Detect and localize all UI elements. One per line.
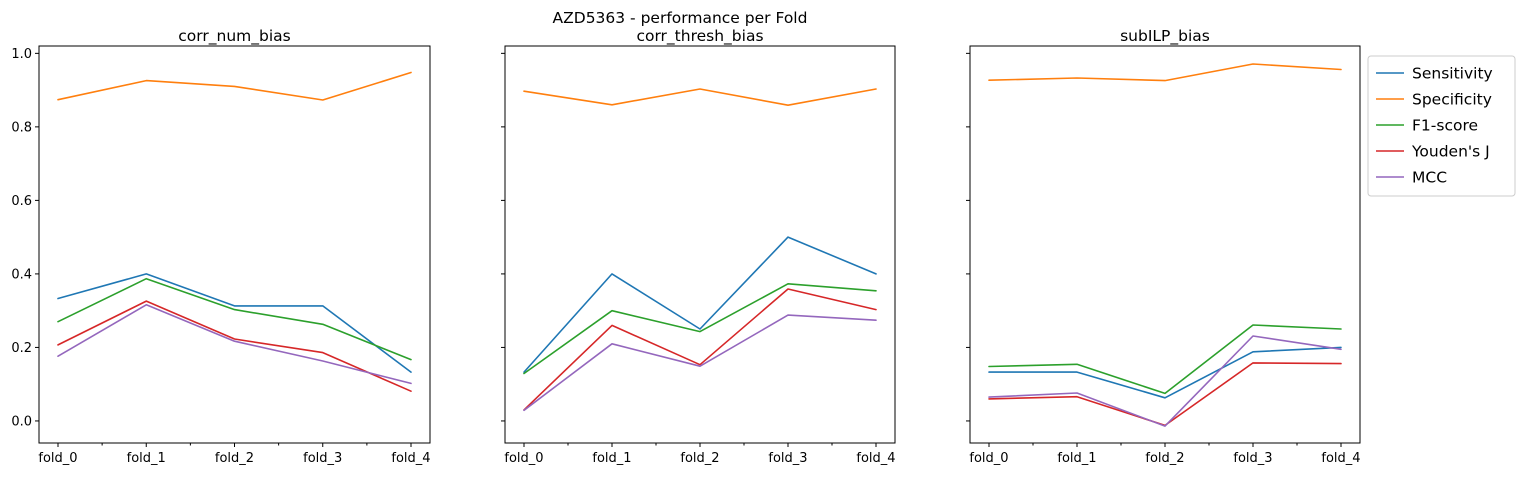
x-tick-label: fold_1 bbox=[1057, 451, 1096, 466]
figure-suptitle: AZD5363 - performance per Fold bbox=[553, 9, 808, 27]
panel-subILP_bias: subILP_bias fold_0 fold_1 fold_2 fold_3 fold_… bbox=[966, 27, 1361, 466]
x-tick-label: fold_2 bbox=[680, 451, 719, 466]
legend-frame bbox=[1367, 55, 1516, 197]
panel-corr_num_bias: corr_num_bias 0.0 0.2 0.4 0.6 0.8 1.0 fold_0 fol… bbox=[11, 27, 430, 466]
series-line-youden-s-j bbox=[523, 288, 877, 411]
series-line-mcc bbox=[988, 335, 1342, 427]
legend-label: Youden's J bbox=[1411, 143, 1490, 161]
legend-label: Sensitivity bbox=[1412, 65, 1493, 83]
y-tick-label: 0.0 bbox=[11, 414, 32, 429]
x-tick-label: fold_2 bbox=[1145, 451, 1184, 466]
series-line-sensitivity bbox=[523, 236, 877, 373]
legend-label: F1-score bbox=[1412, 117, 1478, 135]
axes-frame bbox=[504, 45, 896, 444]
x-tick-label: fold_1 bbox=[127, 451, 166, 466]
x-tick-label: fold_0 bbox=[969, 451, 1008, 466]
series-line-sensitivity bbox=[57, 273, 412, 373]
y-tick-label: 1.0 bbox=[11, 47, 32, 62]
x-tick-label: fold_4 bbox=[391, 451, 430, 466]
x-tick-label: fold_2 bbox=[215, 451, 254, 466]
axes-frame bbox=[969, 45, 1361, 444]
axes-frame bbox=[38, 45, 431, 444]
y-tick-label: 0.2 bbox=[11, 341, 32, 356]
legend-label: MCC bbox=[1412, 169, 1447, 187]
panel-title: corr_thresh_bias bbox=[636, 27, 763, 46]
x-tick-label: fold_3 bbox=[303, 451, 342, 466]
panels: corr_num_bias 0.0 0.2 0.4 0.6 0.8 1.0 fold_0 fol… bbox=[11, 27, 1360, 466]
series-line-sensitivity bbox=[988, 346, 1342, 399]
x-tick-label: fold_0 bbox=[504, 451, 543, 466]
y-tick-label: 0.6 bbox=[11, 194, 32, 209]
legend: Sensitivity Specificity F1-score Youden's J… bbox=[1367, 55, 1516, 197]
panel-corr_thresh_bias: corr_thresh_bias fold_0 fold_1 fold_2 fold_3… bbox=[501, 27, 896, 466]
x-tick-label: fold_1 bbox=[592, 451, 631, 466]
series-line-f1-score bbox=[988, 324, 1342, 395]
x-tick-label: fold_0 bbox=[38, 451, 77, 466]
series-line-f1-score bbox=[57, 277, 412, 361]
series-line-youden-s-j bbox=[57, 300, 412, 393]
x-tick-label: fold_3 bbox=[1233, 451, 1272, 466]
panel-title: subILP_bias bbox=[1120, 27, 1210, 46]
panel-title: corr_num_bias bbox=[178, 27, 290, 46]
x-tick-label: fold_4 bbox=[856, 451, 895, 466]
series-line-mcc bbox=[57, 303, 412, 385]
legend-label: Specificity bbox=[1412, 91, 1492, 109]
y-tick-label: 0.4 bbox=[11, 267, 32, 282]
series-line-f1-score bbox=[523, 282, 877, 375]
series-line-specificity bbox=[523, 88, 877, 106]
series-line-specificity bbox=[988, 63, 1342, 82]
y-tick-label: 0.8 bbox=[11, 120, 32, 135]
series-line-mcc bbox=[523, 314, 877, 412]
x-tick-label: fold_4 bbox=[1321, 451, 1360, 466]
series-line-specificity bbox=[57, 71, 412, 101]
x-tick-label: fold_3 bbox=[768, 451, 807, 466]
